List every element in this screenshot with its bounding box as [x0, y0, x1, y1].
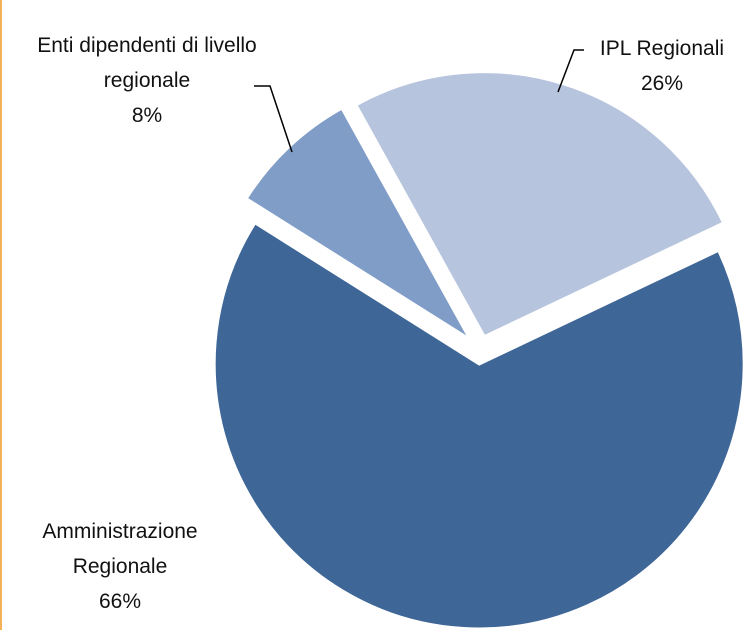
pie-slice [212, 220, 745, 630]
category-label: IPL Regionali [599, 37, 725, 60]
category-label: Enti dipendenti di livello regionale [37, 34, 257, 92]
slice-label: Enti dipendenti di livello regionale 8% [32, 28, 262, 133]
value-label: 8% [131, 104, 163, 127]
value-label: 26% [640, 72, 684, 95]
slice-label: IPL Regionali 26% [562, 31, 745, 101]
slice-label: Amministrazione Regionale 66% [30, 514, 210, 619]
pie-slice [353, 70, 726, 339]
leader-line [254, 85, 293, 153]
value-label: 66% [98, 590, 142, 613]
leader-line [557, 49, 584, 93]
category-label: Amministrazione Regionale [42, 520, 198, 578]
pie-slice [244, 106, 472, 342]
